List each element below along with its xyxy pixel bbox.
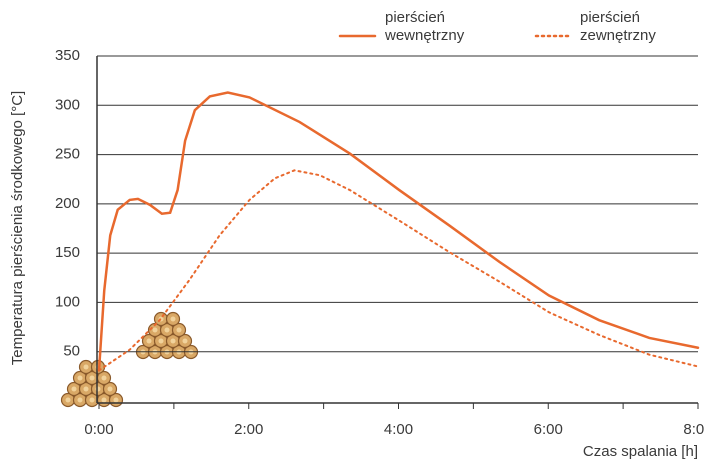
wood-pile-icons bbox=[60, 311, 199, 408]
legend-entry: pierścień zewnętrzny bbox=[580, 9, 656, 44]
x-tick-label: 2:00 bbox=[234, 421, 263, 438]
log-core bbox=[89, 397, 95, 403]
y-tick-label: 250 bbox=[55, 146, 80, 163]
x-axis-label: Czas spalania [h] bbox=[583, 443, 698, 460]
log-core bbox=[170, 316, 176, 322]
log-core bbox=[77, 397, 83, 403]
log-core bbox=[65, 397, 71, 403]
log-core bbox=[164, 327, 170, 333]
log-core bbox=[146, 338, 152, 344]
log-core bbox=[83, 364, 89, 370]
log-core bbox=[101, 375, 107, 381]
log-core bbox=[71, 386, 77, 392]
x-tick-label: 4:00 bbox=[384, 421, 413, 438]
log-core bbox=[152, 327, 158, 333]
log-core bbox=[83, 386, 89, 392]
x-tick-label: 0:00 bbox=[84, 421, 113, 438]
y-tick-label: 200 bbox=[55, 195, 80, 212]
log-core bbox=[182, 338, 188, 344]
y-tick-label: 350 bbox=[55, 47, 80, 64]
y-axis-label: Temperatura pierścienia środkowego [°C] bbox=[9, 91, 26, 365]
legend-entry: pierścień wewnętrzny bbox=[385, 9, 465, 44]
x-tick-label: 8:00 bbox=[683, 421, 704, 438]
log-core bbox=[170, 338, 176, 344]
log-core bbox=[89, 375, 95, 381]
log-core bbox=[176, 327, 182, 333]
data-line bbox=[97, 91, 700, 372]
y-tick-label: 100 bbox=[55, 293, 80, 310]
data-line bbox=[98, 169, 699, 372]
log-core bbox=[107, 386, 113, 392]
log-core bbox=[158, 338, 164, 344]
y-tick-label: 300 bbox=[55, 96, 80, 113]
log-core bbox=[101, 397, 107, 403]
log-core bbox=[113, 397, 119, 403]
log-core bbox=[77, 375, 83, 381]
y-tick-label: 150 bbox=[55, 244, 80, 261]
y-tick-label: 50 bbox=[63, 343, 80, 360]
x-tick-label: 6:00 bbox=[534, 421, 563, 438]
